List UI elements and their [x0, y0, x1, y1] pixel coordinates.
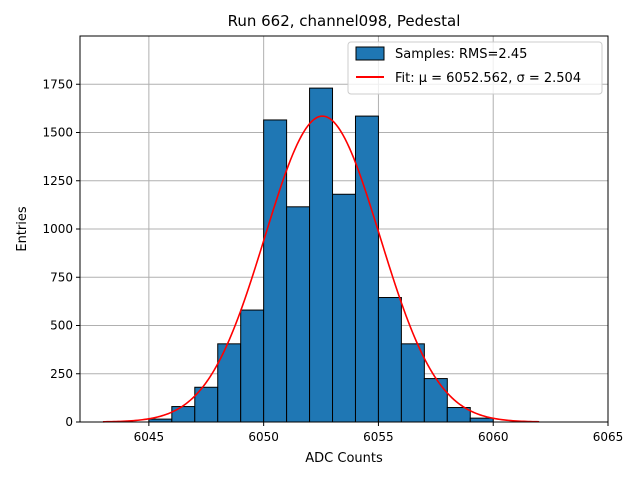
x-tick-label: 6050 [248, 430, 279, 444]
histogram-bar [171, 406, 196, 423]
histogram-bar [377, 297, 402, 423]
axis-ticks: 6045 6050 6055 6060 6065 0 250 500 750 1000 1250 15… [42, 77, 623, 444]
fit-curve-group [102, 115, 540, 423]
legend-fit-label: Fit: μ = 6052.562, σ = 2.504 [395, 71, 581, 86]
y-tick-label: 250 [50, 367, 73, 381]
histogram-bar [263, 119, 288, 423]
fit-curve [102, 115, 540, 423]
y-axis-label: Entries [15, 206, 30, 252]
histogram-bar [332, 193, 356, 423]
chart-title: Run 662, channel098, Pedestal [228, 12, 461, 30]
legend-histogram-swatch [355, 46, 385, 61]
y-tick-label: 1750 [42, 77, 73, 91]
y-tick-label: 0 [65, 415, 73, 429]
y-tick-label: 500 [50, 319, 73, 333]
x-tick-label: 6065 [593, 430, 624, 444]
y-tick-label: 750 [50, 270, 73, 284]
histogram-bar [286, 206, 311, 423]
histogram-bar [469, 417, 494, 423]
x-tick-label: 6060 [478, 430, 509, 444]
y-tick-label: 1000 [42, 222, 73, 236]
histogram-bar [309, 87, 334, 423]
x-axis-label: ADC Counts [305, 451, 383, 466]
x-tick-label: 6055 [363, 430, 394, 444]
histogram-bar [354, 115, 379, 423]
legend-histogram-label: Samples: RMS=2.45 [395, 47, 527, 62]
legend: Samples: RMS=2.45 Fit: μ = 6052.562, σ =… [347, 41, 603, 95]
histogram-bar [423, 378, 448, 423]
legend-box [347, 41, 603, 95]
y-tick-label: 1250 [42, 174, 73, 188]
histogram-bars [148, 87, 494, 423]
histogram-bar [400, 343, 425, 423]
histogram-bar [240, 309, 265, 423]
x-tick-label: 6045 [134, 430, 165, 444]
y-tick-label: 1500 [42, 126, 73, 140]
